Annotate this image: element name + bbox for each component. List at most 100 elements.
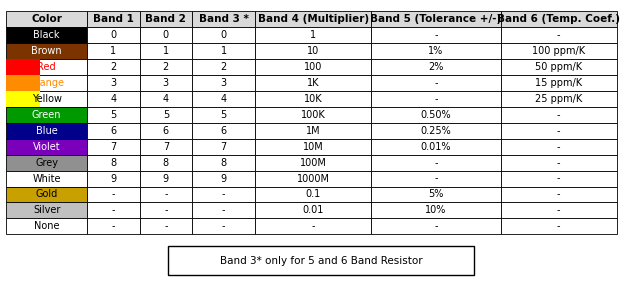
Text: 0.01: 0.01 — [303, 205, 324, 215]
Bar — [140, 171, 192, 187]
Bar — [255, 91, 371, 107]
Bar — [192, 171, 255, 187]
Text: -: - — [557, 142, 560, 152]
Bar — [255, 107, 371, 123]
Bar — [501, 91, 617, 107]
Text: Brown: Brown — [31, 46, 62, 56]
Bar — [192, 187, 255, 202]
Text: 50 ppm/K: 50 ppm/K — [535, 62, 582, 72]
Bar — [6, 171, 87, 187]
Bar — [87, 91, 140, 107]
Text: -: - — [222, 189, 225, 199]
Text: -: - — [557, 221, 560, 231]
Text: 0.50%: 0.50% — [421, 110, 451, 120]
Bar — [192, 155, 255, 171]
Bar — [371, 91, 501, 107]
Text: 3: 3 — [163, 78, 169, 88]
Bar — [501, 75, 617, 91]
Bar — [255, 59, 371, 75]
Text: -: - — [222, 205, 225, 215]
Text: 0: 0 — [221, 30, 227, 40]
Bar — [87, 187, 140, 202]
Bar — [87, 11, 140, 27]
Bar — [255, 218, 371, 234]
Text: -: - — [557, 110, 560, 120]
Bar — [140, 107, 192, 123]
Text: 8: 8 — [221, 158, 227, 168]
Text: -: - — [557, 126, 560, 136]
Bar — [6, 75, 87, 91]
Bar — [140, 11, 192, 27]
Text: -: - — [164, 205, 168, 215]
Bar — [501, 107, 617, 123]
Text: 10K: 10K — [304, 94, 323, 104]
Text: -: - — [222, 221, 225, 231]
Bar — [140, 218, 192, 234]
Text: 10%: 10% — [425, 205, 447, 215]
Text: 100 ppm/K: 100 ppm/K — [532, 46, 585, 56]
Bar — [192, 11, 255, 27]
Bar — [501, 218, 617, 234]
Text: White: White — [32, 174, 61, 183]
Text: Color: Color — [31, 14, 62, 24]
Bar — [192, 202, 255, 218]
Bar — [192, 43, 255, 59]
Bar — [6, 123, 87, 139]
Text: 9: 9 — [221, 174, 227, 183]
Bar — [501, 202, 617, 218]
Bar — [255, 123, 371, 139]
Bar — [140, 75, 192, 91]
Bar — [140, 123, 192, 139]
Bar — [87, 27, 140, 43]
Text: -: - — [311, 221, 315, 231]
Bar — [87, 155, 140, 171]
Bar — [192, 75, 255, 91]
Bar — [192, 59, 255, 75]
Bar — [192, 107, 255, 123]
Text: 0.1: 0.1 — [306, 189, 321, 199]
Text: 4: 4 — [163, 94, 169, 104]
Text: -: - — [112, 189, 115, 199]
Bar — [501, 59, 617, 75]
Bar — [371, 27, 501, 43]
Bar — [87, 218, 140, 234]
Text: 9: 9 — [110, 174, 116, 183]
Bar — [255, 27, 371, 43]
Text: Gold: Gold — [36, 189, 57, 199]
Bar — [87, 139, 140, 155]
Bar — [140, 139, 192, 155]
Text: 7: 7 — [110, 142, 116, 152]
Text: 5: 5 — [110, 110, 116, 120]
Text: 100M: 100M — [300, 158, 326, 168]
Bar — [192, 27, 255, 43]
Text: Yellow: Yellow — [32, 94, 62, 104]
Bar — [6, 107, 87, 123]
Text: 0: 0 — [163, 30, 169, 40]
Bar — [87, 107, 140, 123]
Text: Grey: Grey — [35, 158, 58, 168]
Text: 0.25%: 0.25% — [421, 126, 451, 136]
Text: 0.01%: 0.01% — [421, 142, 451, 152]
Text: 2: 2 — [220, 62, 227, 72]
Text: 3: 3 — [221, 78, 227, 88]
Text: 5%: 5% — [428, 189, 444, 199]
Bar — [255, 139, 371, 155]
Text: Orange: Orange — [29, 78, 64, 88]
Bar — [6, 27, 87, 43]
Text: 9: 9 — [163, 174, 169, 183]
Bar — [501, 43, 617, 59]
Bar — [371, 123, 501, 139]
Text: 2: 2 — [163, 62, 169, 72]
Bar — [501, 139, 617, 155]
Text: -: - — [434, 221, 437, 231]
Text: -: - — [557, 30, 560, 40]
Text: Silver: Silver — [33, 205, 61, 215]
Text: 1%: 1% — [428, 46, 444, 56]
Bar — [140, 91, 192, 107]
Bar — [501, 11, 617, 27]
Text: Blue: Blue — [36, 126, 57, 136]
Text: 1K: 1K — [307, 78, 319, 88]
Text: 10M: 10M — [303, 142, 323, 152]
Bar — [87, 75, 140, 91]
Text: 1M: 1M — [306, 126, 321, 136]
